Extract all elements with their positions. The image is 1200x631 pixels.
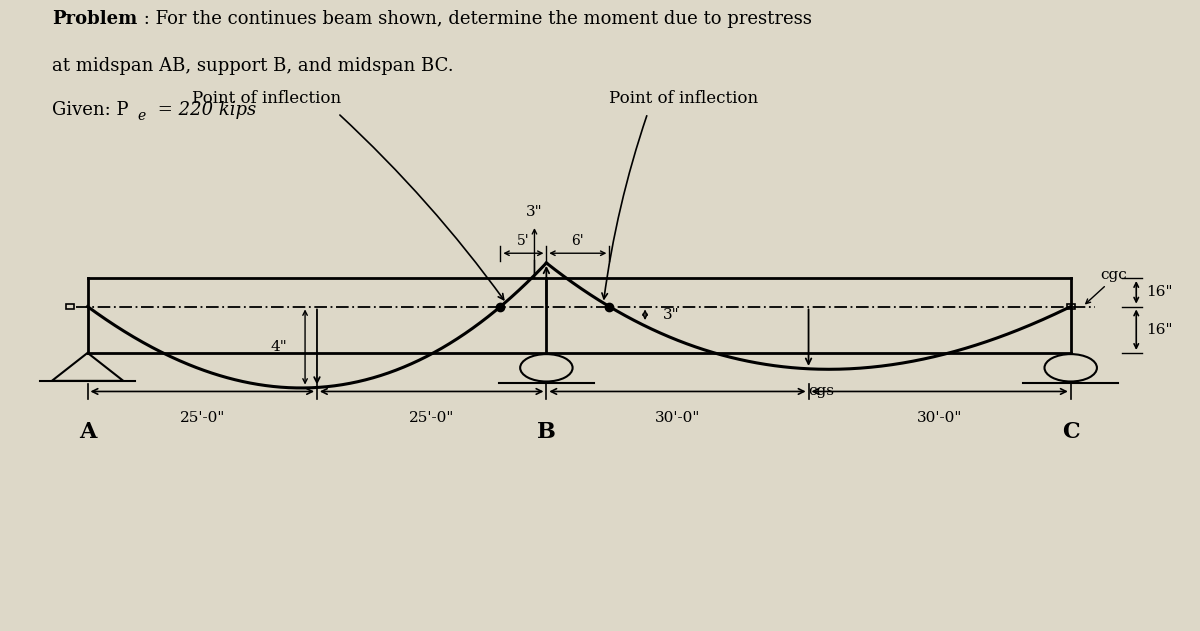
Text: Given: P: Given: P	[52, 101, 128, 119]
Text: 16": 16"	[1146, 322, 1172, 337]
Text: 3": 3"	[662, 308, 679, 322]
Text: : For the continues beam shown, determine the moment due to prestress: : For the continues beam shown, determin…	[138, 10, 811, 28]
Text: 30'-0": 30'-0"	[917, 411, 962, 425]
Text: at midspan AB, support B, and midspan BC.: at midspan AB, support B, and midspan BC…	[52, 57, 454, 75]
Text: Point of inflection: Point of inflection	[192, 90, 341, 107]
Text: 25'-0": 25'-0"	[180, 411, 224, 425]
Text: 4": 4"	[270, 340, 287, 354]
Text: 6': 6'	[571, 234, 584, 248]
Bar	[66, 304, 74, 309]
Text: Problem: Problem	[52, 10, 137, 28]
Text: 5': 5'	[517, 234, 529, 248]
Text: cgc: cgc	[1100, 268, 1127, 281]
Text: cgs: cgs	[809, 384, 834, 398]
Text: Point of inflection: Point of inflection	[608, 90, 758, 107]
Text: = 220 kips: = 220 kips	[152, 101, 256, 119]
Bar	[1067, 304, 1075, 309]
Text: A: A	[79, 421, 96, 443]
Text: B: B	[536, 421, 556, 443]
Text: 3": 3"	[526, 205, 542, 219]
Text: 25'-0": 25'-0"	[409, 411, 455, 425]
Text: C: C	[1062, 421, 1080, 443]
Text: 30'-0": 30'-0"	[655, 411, 700, 425]
Text: 16": 16"	[1146, 285, 1172, 299]
Text: e: e	[138, 109, 146, 123]
